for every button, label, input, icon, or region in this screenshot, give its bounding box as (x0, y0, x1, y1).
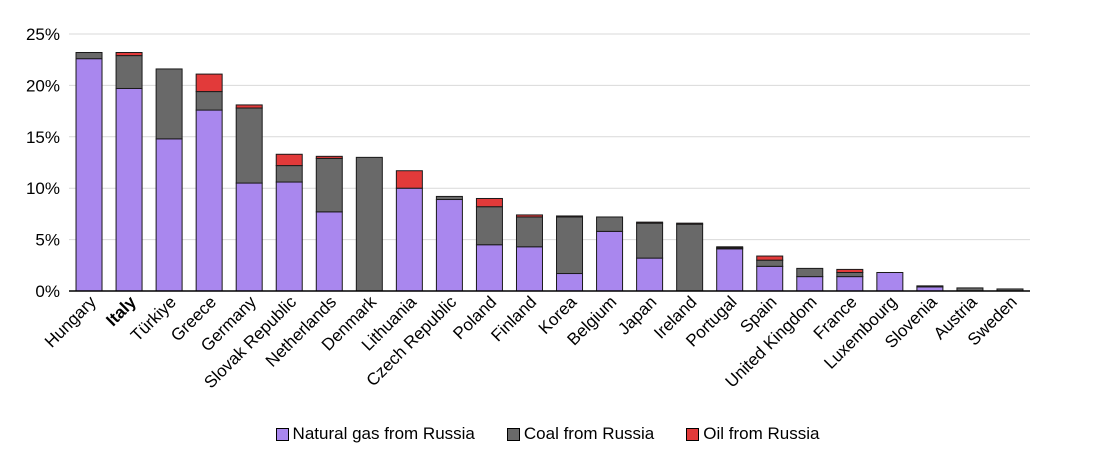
bar-natural-gas-from-russia-czech-republic (435, 199, 463, 292)
bar-coal-from-russia-slovak-republic (275, 165, 303, 183)
bar-oil-from-russia-portugal (716, 246, 744, 249)
bar-natural-gas-from-russia-portugal (716, 248, 744, 292)
bar-natural-gas-from-russia-finland (515, 246, 543, 292)
y-tick-label: 25% (26, 25, 60, 44)
bar-coal-from-russia-denmark (355, 156, 383, 292)
bar-coal-from-russia-finland (515, 216, 543, 248)
bar-coal-from-russia-slovenia (916, 285, 944, 288)
bar-oil-from-russia-japan (636, 221, 664, 224)
bar-coal-from-russia-united-kingdom (796, 267, 824, 278)
y-tick-label: 0% (35, 282, 60, 301)
bar-natural-gas-from-russia-hungary (75, 58, 103, 292)
bar-coal-from-russia-greece (195, 91, 223, 111)
bar-coal-from-russia-t-rkiye (155, 68, 183, 140)
legend-item-oil: Oil from Russia (686, 424, 819, 444)
bar-natural-gas-from-russia-japan (636, 257, 664, 292)
x-tick-label-finland: Finland (487, 292, 540, 345)
bar-natural-gas-from-russia-lithuania (395, 187, 423, 292)
bar-natural-gas-from-russia-united-kingdom (796, 276, 824, 292)
bar-oil-from-russia-france (836, 268, 864, 273)
bar-natural-gas-from-russia-t-rkiye (155, 138, 183, 292)
bar-coal-from-russia-spain (756, 259, 784, 267)
y-tick-label: 15% (26, 128, 60, 147)
bar-oil-from-russia-lithuania (395, 170, 423, 189)
legend-label-oil: Oil from Russia (703, 424, 820, 443)
legend-label-coal: Coal from Russia (523, 424, 655, 443)
bar-coal-from-russia-germany (235, 107, 263, 184)
y-tick-label: 20% (26, 76, 60, 95)
bar-natural-gas-from-russia-luxembourg (876, 271, 904, 292)
bar-oil-from-russia-italy (115, 52, 143, 57)
bar-natural-gas-from-russia-korea (556, 273, 584, 292)
bar-coal-from-russia-japan (636, 222, 664, 259)
y-tick-label: 10% (26, 179, 60, 198)
bar-coal-from-russia-belgium (596, 216, 624, 232)
legend-item-coal: Coal from Russia (506, 424, 655, 444)
bar-natural-gas-from-russia-italy (115, 87, 143, 292)
gridlines (69, 33, 1030, 241)
bar-oil-from-russia-germany (235, 104, 263, 109)
bar-coal-from-russia-netherlands (315, 157, 343, 213)
bar-oil-from-russia-korea (556, 215, 584, 218)
legend-label-natural-gas: Natural gas from Russia (292, 424, 475, 443)
bar-natural-gas-from-russia-netherlands (315, 211, 343, 292)
bar-oil-from-russia-spain (756, 255, 784, 261)
bars (75, 52, 1024, 292)
bar-oil-from-russia-netherlands (315, 155, 343, 159)
legend-swatch-oil (686, 427, 700, 441)
bar-oil-from-russia-poland (475, 197, 503, 208)
y-axis: 0% 5% 10% 15% 20% 25% (26, 25, 60, 301)
bar-coal-from-russia-italy (115, 55, 143, 89)
bar-oil-from-russia-finland (515, 214, 543, 218)
stacked-bar-chart: 0% 5% 10% 15% 20% 25% Hungary ItalyTürkiyeGree… (26, 25, 1030, 392)
bar-coal-from-russia-poland (475, 206, 503, 246)
bar-coal-from-russia-hungary (75, 52, 103, 60)
legend-swatch-natural-gas (275, 427, 289, 441)
bar-oil-from-russia-greece (195, 73, 223, 93)
bar-oil-from-russia-slovak-republic (275, 153, 303, 167)
bar-natural-gas-from-russia-greece (195, 109, 223, 292)
bar-coal-from-russia-france (836, 271, 864, 278)
bar-natural-gas-from-russia-slovak-republic (275, 181, 303, 292)
bar-natural-gas-from-russia-belgium (596, 230, 624, 292)
bar-coal-from-russia-ireland (676, 223, 704, 292)
bar-coal-from-russia-korea (556, 216, 584, 275)
bar-natural-gas-from-russia-spain (756, 265, 784, 292)
y-tick-label: 5% (35, 231, 60, 250)
bar-natural-gas-from-russia-poland (475, 244, 503, 292)
bar-coal-from-russia-czech-republic (435, 195, 463, 201)
bar-natural-gas-from-russia-germany (235, 182, 263, 292)
bar-oil-from-russia-ireland (676, 222, 704, 225)
bar-natural-gas-from-russia-france (836, 276, 864, 292)
legend-swatch-coal (506, 427, 520, 441)
legend-item-natural-gas: Natural gas from Russia (275, 424, 475, 444)
legend: Natural gas from Russia Coal from Russia… (0, 424, 1095, 444)
